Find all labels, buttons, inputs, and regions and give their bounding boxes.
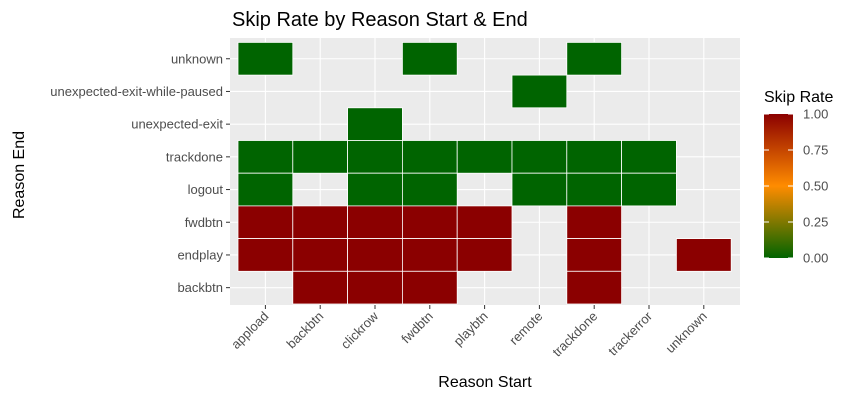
heatmap-cell — [511, 140, 568, 174]
heatmap-cell — [347, 107, 403, 141]
heatmap-cell — [237, 42, 294, 76]
x-tick-label: playbtn — [450, 309, 490, 349]
heatmap-cell — [347, 238, 403, 272]
heatmap-cell — [292, 238, 348, 272]
heatmap-cell — [566, 140, 622, 174]
heatmap-cell — [347, 205, 403, 239]
x-tick-label: fwdbtn — [398, 309, 436, 347]
x-tick-label: unknown — [663, 309, 710, 356]
y-tick-label: unknown — [171, 51, 223, 66]
y-tick-label: endplay — [177, 247, 223, 262]
heatmap-cell — [401, 238, 458, 272]
heatmap-cell — [347, 140, 403, 174]
heatmap-cell — [401, 172, 458, 207]
heatmap-cell — [401, 270, 458, 305]
legend-tick-label: 0.75 — [803, 143, 828, 158]
heatmap-cell — [511, 172, 568, 207]
heatmap-cell — [292, 205, 348, 239]
x-tick-label: trackdone — [549, 309, 600, 360]
heatmap-cells — [237, 42, 732, 305]
heatmap-cell — [456, 140, 513, 174]
heatmap-cell — [456, 205, 513, 239]
y-tick-label: backbtn — [177, 280, 223, 295]
legend-tick-label: 0.50 — [803, 179, 828, 194]
heatmap-cell — [292, 270, 348, 305]
heatmap-cell — [566, 238, 622, 272]
heatmap-cell — [566, 270, 622, 305]
heatmap-cell — [621, 172, 677, 207]
y-tick-label: fwdbtn — [185, 215, 223, 230]
heatmap-cell — [566, 205, 622, 239]
x-tick-label: clickrow — [338, 308, 382, 352]
y-axis-ticks: backbtn endplay fwdbtn logout trackdone unexp… — [50, 51, 230, 295]
x-tick-label: backbtn — [284, 309, 327, 352]
heatmap-cell — [621, 140, 677, 174]
legend-tick-label: 1.00 — [803, 107, 828, 122]
y-tick-label: unexpected-exit-while-paused — [50, 84, 223, 99]
heatmap-cell — [237, 172, 294, 207]
heatmap-cell — [511, 74, 568, 109]
heatmap-cell — [347, 172, 403, 207]
x-axis-ticks: appload backbtn clickrow fwdbtn playbtn remot… — [228, 305, 710, 359]
y-tick-label: trackdone — [166, 149, 223, 164]
heatmap-cell — [347, 270, 403, 305]
y-tick-label: logout — [188, 182, 224, 197]
x-axis-label: Reason Start — [438, 374, 532, 391]
heatmap-cell — [401, 42, 458, 76]
legend: Skip Rate 1.00 0.75 0.50 0.25 0.00 — [764, 89, 833, 266]
heatmap-cell — [676, 238, 732, 272]
heatmap-cell — [566, 42, 622, 76]
legend-title: Skip Rate — [764, 89, 833, 106]
heatmap-cell — [237, 140, 294, 174]
heatmap-cell — [237, 238, 294, 272]
heatmap-cell — [456, 238, 513, 272]
x-tick-label: appload — [228, 309, 271, 352]
heatmap-cell — [401, 140, 458, 174]
heatmap-cell — [237, 205, 294, 239]
heatmap-cell — [566, 172, 622, 207]
y-axis-label: Reason End — [11, 131, 28, 219]
legend-tick-label: 0.25 — [803, 215, 828, 230]
legend-tick-label: 0.00 — [803, 251, 828, 266]
heatmap-cell — [292, 140, 348, 174]
x-tick-label: trackerror — [605, 308, 655, 358]
heatmap-cell — [401, 205, 458, 239]
chart-title: Skip Rate by Reason Start & End — [232, 9, 528, 31]
y-tick-label: unexpected-exit — [131, 117, 223, 132]
x-tick-label: remote — [506, 309, 545, 348]
